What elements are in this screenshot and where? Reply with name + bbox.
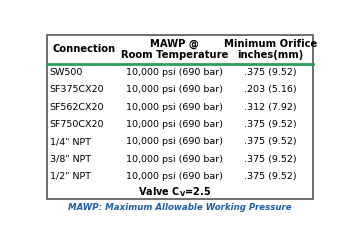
Text: 1/2" NPT: 1/2" NPT — [50, 172, 91, 181]
Text: Valve C$_\mathregular{V}$=2.5: Valve C$_\mathregular{V}$=2.5 — [138, 185, 211, 199]
Text: SW500: SW500 — [50, 68, 83, 77]
Text: 10,000 psi (690 bar): 10,000 psi (690 bar) — [126, 103, 223, 112]
Text: .312 (7.92): .312 (7.92) — [244, 103, 297, 112]
Text: .375 (9.52): .375 (9.52) — [244, 155, 297, 164]
Text: .203 (5.16): .203 (5.16) — [244, 85, 297, 94]
Text: .375 (9.52): .375 (9.52) — [244, 137, 297, 146]
Text: 3/8" NPT: 3/8" NPT — [50, 155, 91, 164]
Text: Connection: Connection — [52, 44, 115, 54]
Text: SF750CX20: SF750CX20 — [50, 120, 104, 129]
Text: 10,000 psi (690 bar): 10,000 psi (690 bar) — [126, 137, 223, 146]
Text: .375 (9.52): .375 (9.52) — [244, 172, 297, 181]
Text: .375 (9.52): .375 (9.52) — [244, 120, 297, 129]
Text: SF562CX20: SF562CX20 — [50, 103, 104, 112]
Text: Minimum Orifice
inches(mm): Minimum Orifice inches(mm) — [224, 39, 317, 60]
Text: 10,000 psi (690 bar): 10,000 psi (690 bar) — [126, 68, 223, 77]
Text: SF375CX20: SF375CX20 — [50, 85, 105, 94]
Text: 10,000 psi (690 bar): 10,000 psi (690 bar) — [126, 155, 223, 164]
Text: 1/4" NPT: 1/4" NPT — [50, 137, 91, 146]
Text: .375 (9.52): .375 (9.52) — [244, 68, 297, 77]
Text: MAWP: Maximum Allowable Working Pressure: MAWP: Maximum Allowable Working Pressure — [68, 203, 292, 213]
Text: MAWP @
Room Temperature: MAWP @ Room Temperature — [121, 39, 228, 61]
Text: 10,000 psi (690 bar): 10,000 psi (690 bar) — [126, 172, 223, 181]
Text: 10,000 psi (690 bar): 10,000 psi (690 bar) — [126, 120, 223, 129]
Text: 10,000 psi (690 bar): 10,000 psi (690 bar) — [126, 85, 223, 94]
